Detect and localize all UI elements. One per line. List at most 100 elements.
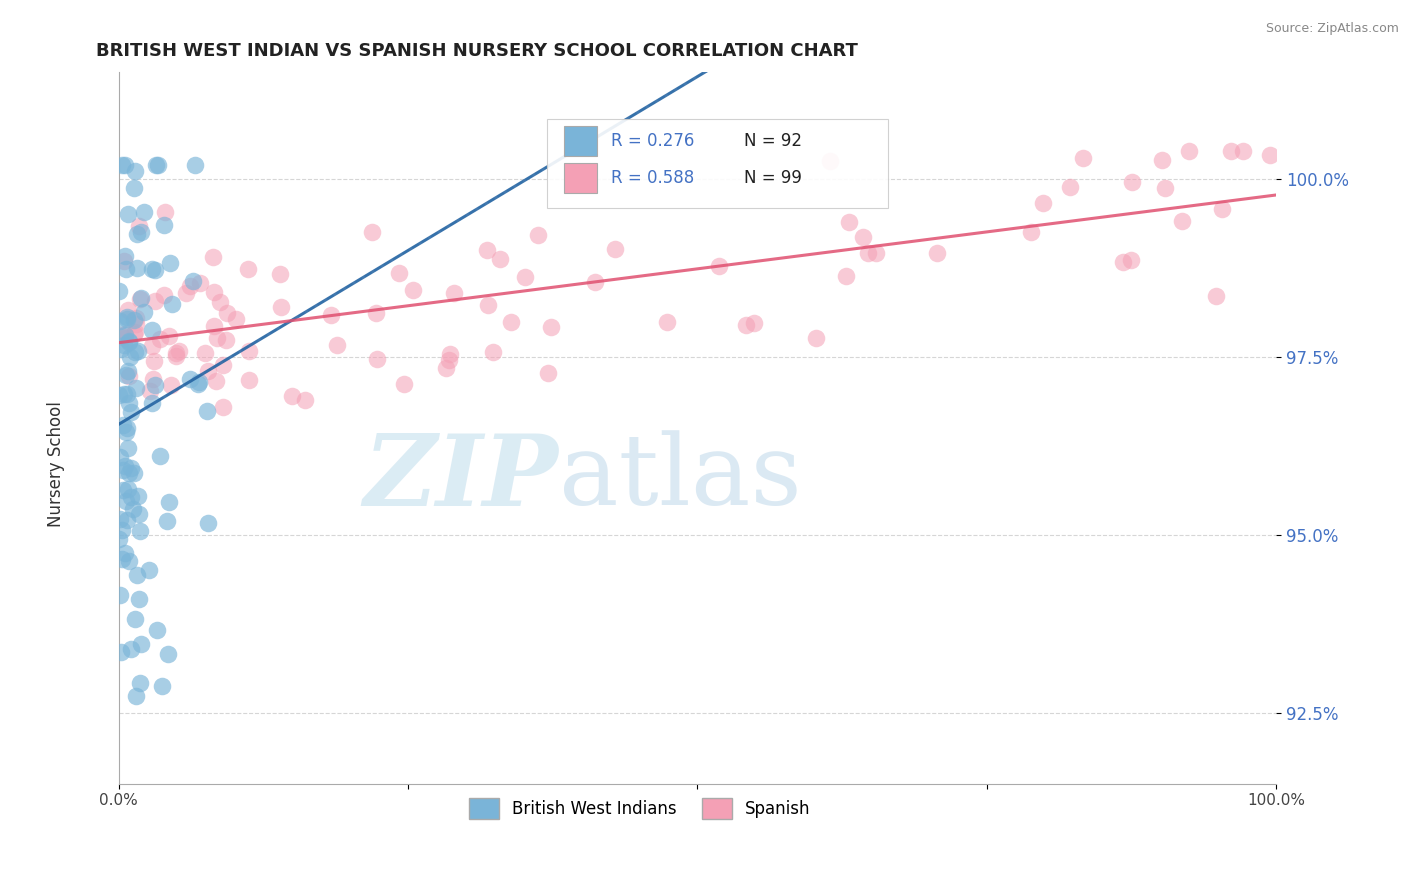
Point xyxy=(127,343,149,358)
Point xyxy=(117,302,139,317)
Point xyxy=(270,300,292,314)
Point xyxy=(128,591,150,606)
Point xyxy=(132,304,155,318)
Point xyxy=(122,326,145,341)
Point xyxy=(112,483,135,498)
Point xyxy=(110,645,132,659)
Point xyxy=(195,404,218,418)
Point xyxy=(184,158,207,172)
Point xyxy=(202,250,225,264)
Point xyxy=(153,205,176,219)
Point xyxy=(215,334,238,348)
Point xyxy=(108,314,131,328)
Point xyxy=(115,420,138,434)
Point xyxy=(125,310,148,325)
Point xyxy=(482,345,505,359)
Point xyxy=(499,315,522,329)
Point xyxy=(1258,147,1281,161)
Point xyxy=(149,449,172,463)
Point xyxy=(583,275,606,289)
Point xyxy=(115,261,138,276)
Point xyxy=(179,372,201,386)
Point xyxy=(108,512,131,526)
Point xyxy=(515,269,537,284)
Text: ZIP: ZIP xyxy=(364,430,558,526)
Point xyxy=(117,441,139,455)
Point xyxy=(108,285,131,299)
Point xyxy=(120,491,142,505)
Point xyxy=(150,679,173,693)
Bar xyxy=(564,163,596,194)
Point xyxy=(165,349,187,363)
Point xyxy=(114,458,136,473)
Point xyxy=(1152,153,1174,168)
Point xyxy=(115,513,138,527)
Point xyxy=(735,318,758,332)
Point xyxy=(127,568,149,582)
Text: atlas: atlas xyxy=(558,430,801,525)
Point xyxy=(443,286,465,301)
Point xyxy=(108,588,131,602)
Point xyxy=(402,283,425,297)
Point xyxy=(111,552,134,566)
Point xyxy=(118,554,141,568)
Point xyxy=(269,267,291,281)
Point xyxy=(181,274,204,288)
Point xyxy=(111,158,134,172)
Point xyxy=(160,378,183,392)
Point xyxy=(388,266,411,280)
Point xyxy=(526,228,548,243)
Point xyxy=(167,344,190,359)
Point xyxy=(142,372,165,386)
Point xyxy=(114,327,136,342)
Point xyxy=(117,387,139,401)
Point xyxy=(603,242,626,256)
Point xyxy=(477,243,499,257)
Point xyxy=(1178,144,1201,158)
Point xyxy=(125,227,148,241)
Point xyxy=(205,374,228,388)
Point xyxy=(1154,181,1177,195)
Point xyxy=(128,219,150,234)
Text: R = 0.276: R = 0.276 xyxy=(610,132,695,151)
Point xyxy=(209,295,232,310)
Point xyxy=(141,396,163,410)
Point xyxy=(118,369,141,384)
Point xyxy=(112,463,135,477)
Point xyxy=(1171,214,1194,228)
Point xyxy=(1205,289,1227,303)
Point xyxy=(143,353,166,368)
Point xyxy=(156,514,179,528)
Point xyxy=(1121,175,1143,189)
Point xyxy=(115,368,138,383)
Point xyxy=(1019,225,1042,239)
Point xyxy=(434,361,457,376)
Point xyxy=(858,246,880,260)
Point xyxy=(128,676,150,690)
Point xyxy=(225,311,247,326)
Point xyxy=(212,359,235,373)
Point xyxy=(129,637,152,651)
Legend: British West Indians, Spanish: British West Indians, Spanish xyxy=(463,791,817,825)
Text: N = 99: N = 99 xyxy=(744,169,801,187)
Point xyxy=(124,164,146,178)
Point xyxy=(157,328,180,343)
Point xyxy=(238,373,260,387)
Point xyxy=(165,346,187,360)
Point xyxy=(238,343,260,358)
Point xyxy=(121,460,143,475)
Point xyxy=(197,516,219,531)
Point xyxy=(489,252,512,266)
Point xyxy=(742,316,765,330)
Point xyxy=(117,312,139,326)
Point xyxy=(112,386,135,401)
Point xyxy=(197,363,219,377)
Text: Source: ZipAtlas.com: Source: ZipAtlas.com xyxy=(1265,22,1399,36)
Point xyxy=(149,332,172,346)
Point xyxy=(1032,196,1054,211)
Point xyxy=(537,366,560,380)
Point xyxy=(114,546,136,560)
Point xyxy=(115,494,138,508)
Point xyxy=(925,246,948,260)
Point xyxy=(143,294,166,309)
